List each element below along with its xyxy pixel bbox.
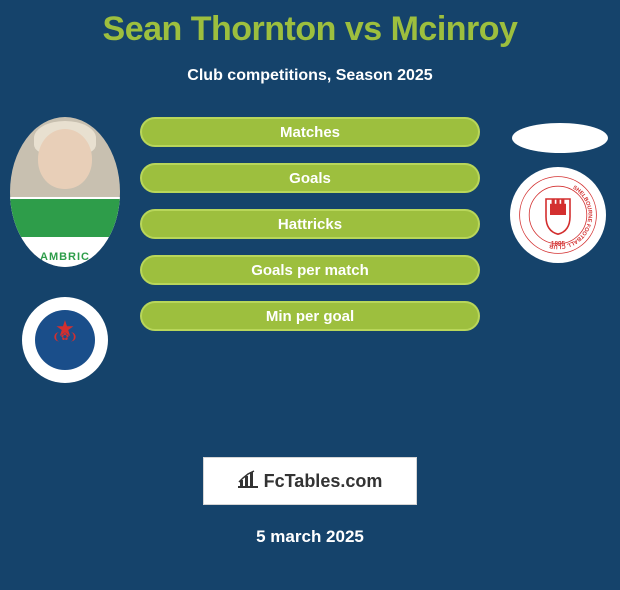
page-subtitle: Club competitions, Season 2025 — [0, 67, 620, 85]
player-left-photo: AMBRIC — [10, 117, 120, 267]
stat-label: Goals — [289, 170, 331, 187]
player-head — [38, 129, 92, 189]
stat-bar-min-per-goal: Min per goal — [140, 301, 480, 331]
chart-icon — [238, 470, 258, 493]
club-left-inner: ★ ❨✿❩ — [35, 310, 95, 370]
stat-label: Min per goal — [266, 308, 354, 325]
wreath-icon: ❨✿❩ — [40, 332, 90, 362]
player-right-block — [512, 123, 608, 153]
page-date: 5 march 2025 — [0, 527, 620, 547]
jersey-text: AMBRIC — [10, 251, 120, 263]
stat-bar-matches: Matches — [140, 117, 480, 147]
club-right-badge: SHELBOURNE FOOTBALL CLUB 1895 — [510, 167, 606, 263]
club-left-badge: ★ ❨✿❩ — [22, 297, 108, 383]
player-right-photo-blank — [512, 123, 608, 153]
stat-label: Matches — [280, 124, 340, 141]
stat-label: Hattricks — [278, 216, 342, 233]
jersey-green-stripe — [10, 199, 120, 237]
stat-bar-goals-per-match: Goals per match — [140, 255, 480, 285]
footer-brand-text: FcTables.com — [264, 471, 383, 492]
footer-brand[interactable]: FcTables.com — [203, 457, 417, 505]
stat-bar-hattricks: Hattricks — [140, 209, 480, 239]
club-left-outer: ★ ❨✿❩ — [22, 297, 108, 383]
player-left-block: AMBRIC — [10, 117, 120, 267]
shelbourne-crest-icon: SHELBOURNE FOOTBALL CLUB 1895 — [518, 175, 598, 255]
page-title: Sean Thornton vs Mcinroy — [0, 10, 620, 49]
stat-bar-goals: Goals — [140, 163, 480, 193]
comparison-content: AMBRIC ★ ❨✿❩ SHELBOURNE FOOTBALL CLUB 18 — [0, 117, 620, 417]
stat-label: Goals per match — [251, 262, 369, 279]
stat-bars: Matches Goals Hattricks Goals per match … — [140, 117, 480, 347]
club-right-year: 1895 — [551, 240, 566, 247]
